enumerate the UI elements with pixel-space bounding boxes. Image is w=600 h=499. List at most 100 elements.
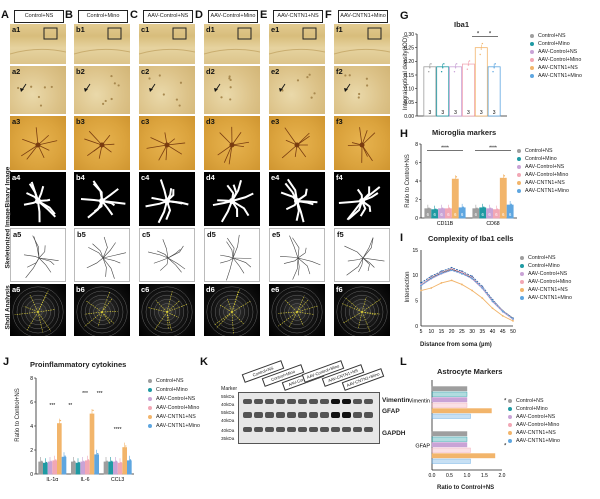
micrograph-tile: b1 (74, 24, 130, 64)
arrow-head-icon (344, 88, 348, 92)
micrograph-drawing (347, 127, 376, 163)
roi-box (43, 27, 58, 40)
legend-label: Control+Mino (516, 406, 548, 412)
micrograph-tile: e6 (269, 284, 325, 336)
x-category-label: CCL3 (111, 477, 124, 483)
cell-dot (117, 84, 120, 87)
legend-label: AAV-CNTN1+NS (516, 430, 556, 436)
data-point (64, 455, 66, 457)
tile-label: e2 (271, 67, 280, 76)
tile-label: e4 (271, 173, 280, 182)
data-point (58, 423, 61, 426)
cell-process (23, 200, 39, 206)
skeleton-branch (153, 257, 169, 264)
data-point (52, 461, 55, 463)
micrograph-tile: b2 (74, 66, 130, 114)
data-point (118, 463, 120, 465)
legend-item: Control+Mino (517, 156, 557, 162)
bar (431, 386, 468, 392)
cell-process (165, 144, 168, 161)
data-point (512, 320, 514, 322)
cell-process (361, 144, 368, 157)
data-point (460, 208, 462, 210)
kda-label: 40kDa (221, 418, 235, 423)
data-point (496, 208, 499, 210)
skeleton-branch (38, 245, 46, 259)
skeleton-branch (297, 257, 300, 276)
sholl-branch (37, 311, 52, 332)
blot-band (276, 412, 285, 418)
column-header: AAV-CNTN1+Mino (338, 10, 388, 23)
cell-process (348, 200, 363, 220)
cell-process (220, 200, 233, 223)
data-point (62, 458, 64, 460)
cell-process (37, 140, 58, 146)
legend-swatch (520, 287, 524, 292)
sholl-ring (29, 303, 47, 321)
sholl-ring (210, 290, 254, 334)
tile-label: c6 (141, 285, 150, 294)
micrograph-drawing (204, 27, 260, 55)
sholl-ring (76, 286, 128, 336)
sholl-ring (33, 307, 43, 317)
bar (57, 423, 62, 475)
cell-process (157, 200, 168, 224)
cell-dot (43, 86, 46, 89)
bar (436, 66, 450, 117)
micrograph-drawing (271, 286, 323, 336)
data-point (115, 460, 118, 462)
bar (499, 177, 507, 219)
series-line (420, 269, 514, 320)
tissue-edge (334, 48, 390, 55)
blot-band (265, 399, 274, 404)
sholl-branch (278, 311, 298, 327)
legend-item: AAV-Control+NS (517, 164, 564, 170)
sholl-ring (150, 295, 184, 329)
blot-band (342, 412, 351, 418)
y-tick-label: 8 (415, 142, 418, 148)
data-point (49, 461, 51, 463)
skeleton-branch (346, 257, 364, 276)
sholl-branch (29, 295, 39, 313)
chart-l-xlabel: Ratio to Control+NS (437, 485, 495, 491)
bar (127, 460, 132, 475)
tile-label: f1 (336, 25, 343, 34)
skeleton-branch (347, 257, 364, 262)
n-label: 3 (480, 110, 483, 116)
data-point (108, 462, 111, 464)
series-line (420, 279, 514, 322)
micrograph-drawing (84, 74, 120, 106)
data-point (71, 462, 73, 464)
skeleton-branch (167, 257, 182, 273)
skeleton-branch (88, 247, 104, 259)
skeleton-branch (102, 257, 107, 277)
cell-process (361, 200, 372, 212)
micrograph-drawing (217, 126, 250, 165)
data-point (440, 71, 443, 73)
micrograph-tile: d5 (204, 228, 260, 282)
blot-band (331, 427, 340, 432)
sholl-branch (231, 311, 245, 325)
micrograph-tile: c2 (139, 66, 195, 114)
x-category-label: IL-1α (46, 477, 58, 483)
y-tick-label: 5 (415, 298, 418, 304)
micrograph-drawing (344, 237, 385, 276)
bar (431, 402, 468, 408)
cell-process (285, 139, 298, 146)
x-tick-label: 45 (500, 329, 506, 335)
n-label: 6 (475, 212, 478, 217)
skeleton-branch (289, 235, 299, 259)
data-point (439, 208, 442, 211)
panel-letter-d: D (195, 9, 203, 21)
legend-label: AAV-Control+Mino (525, 172, 569, 178)
legend-label: AAV-Control+NS (528, 271, 568, 277)
sholl-branch (231, 289, 240, 313)
cell-process (101, 144, 112, 153)
cell-dot (113, 82, 116, 85)
bar (431, 453, 496, 459)
data-point (85, 461, 87, 463)
micrograph-drawing (280, 178, 318, 223)
chart-i-xlabel: Distance from soma (µm) (420, 342, 492, 348)
micrograph-tile: d6 (204, 284, 260, 336)
micrograph-tile: f5 (334, 228, 390, 282)
